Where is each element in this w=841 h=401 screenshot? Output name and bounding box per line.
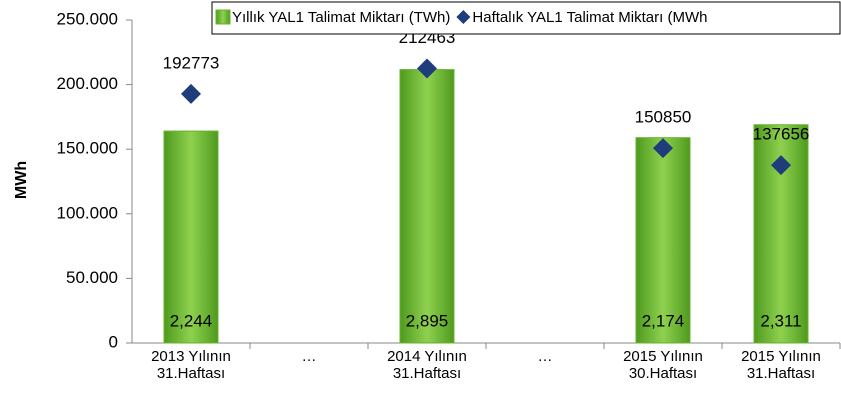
legend-label: Haftalık YAL1 Talimat Miktarı (MWh	[472, 9, 707, 26]
marker	[771, 155, 791, 176]
x-tick-label: 2015 Yılının 30.Haftası	[623, 348, 703, 382]
x-tick-label: …	[301, 348, 317, 365]
y-tick-label: 250.000	[57, 9, 118, 28]
legend-swatch	[456, 10, 471, 24]
y-axis-label: MWh	[13, 161, 30, 199]
legend-label: Yıllık YAL1 Talimat Miktarı (TWh)	[232, 9, 450, 26]
bar	[163, 130, 219, 344]
marker	[653, 138, 673, 159]
marker	[181, 83, 201, 104]
y-tick-label: 0	[109, 332, 118, 351]
x-tick-label: 2014 Yılının 31.Haftası	[387, 348, 467, 382]
legend-swatch	[215, 9, 231, 25]
bar	[635, 137, 691, 344]
y-tick-label: 150.000	[57, 139, 118, 158]
point-value-label: 150850	[635, 108, 692, 127]
x-tick-label: 2013 Yılının 31.Haftası	[151, 348, 231, 382]
y-tick-label: 200.000	[57, 74, 118, 93]
legend-box	[211, 1, 841, 35]
bar	[399, 69, 455, 344]
x-tick-label: 2015 Yılının 31.Haftası	[741, 348, 821, 382]
point-value-label: 137656	[753, 125, 810, 144]
y-tick-label: 100.000	[57, 203, 118, 222]
x-tick-label: …	[537, 348, 553, 365]
bar-value-label: 2,895	[406, 311, 449, 330]
y-tick-label: 50.000	[66, 268, 118, 287]
marker	[417, 58, 437, 79]
point-value-label: 192773	[163, 53, 220, 72]
bar-value-label: 2,174	[642, 311, 685, 330]
bar-value-label: 2,244	[170, 311, 213, 330]
bar-value-label: 2,311	[760, 311, 801, 330]
